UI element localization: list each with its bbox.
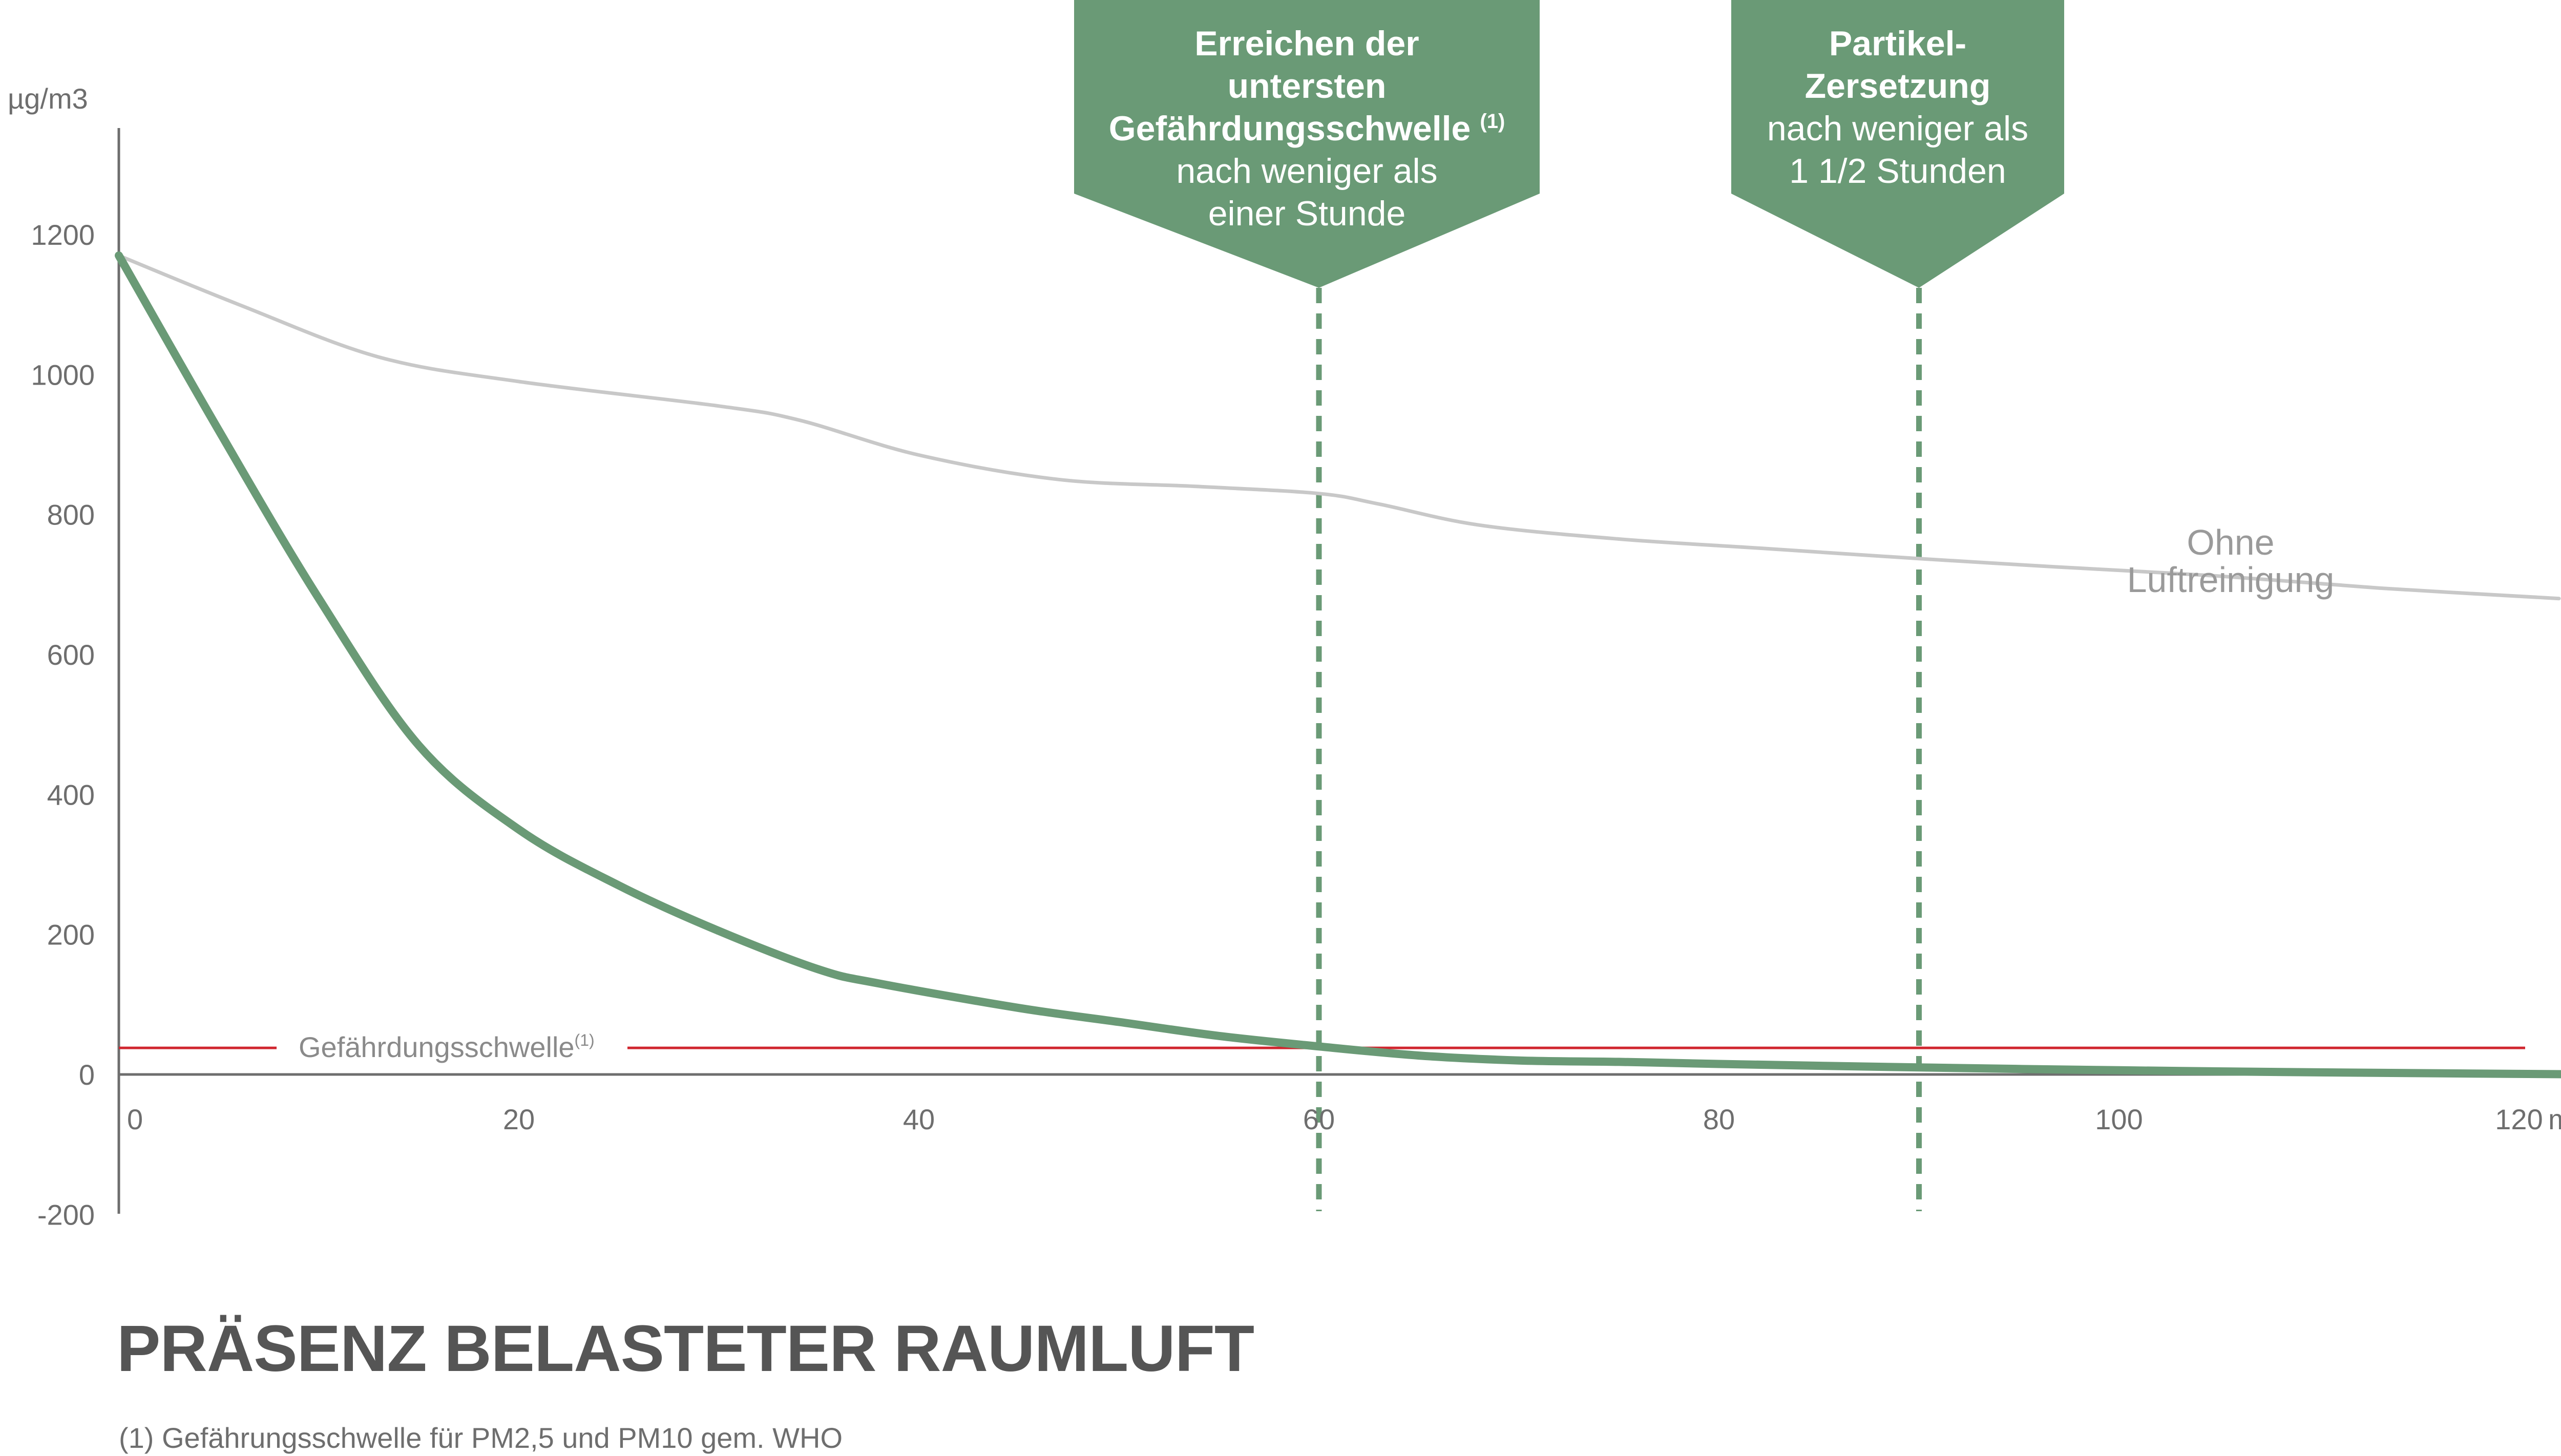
marker-callout-text: Partikel- <box>1829 24 1966 63</box>
marker-callout-text: untersten <box>1228 67 1387 105</box>
x-tick-label: 60 <box>1303 1103 1335 1135</box>
series-label-ohne-luftreinigung: Ohne <box>2187 522 2274 562</box>
x-tick-label: 20 <box>503 1103 535 1135</box>
threshold-label: Gefährdungsschwelle(1) <box>299 1031 595 1063</box>
y-tick-label: 800 <box>47 499 95 531</box>
x-tick-label: 0 <box>127 1103 143 1135</box>
threshold-group: Gefährdungsschwelle(1) <box>119 1031 2525 1063</box>
marker-callout-text: einer Stunde <box>1208 194 1406 233</box>
x-axis-unit-label: minuten <box>2548 1103 2561 1135</box>
y-tick-label: 400 <box>47 778 95 811</box>
x-tick-label: 100 <box>2095 1103 2143 1135</box>
marker-callout-box <box>1731 0 2064 288</box>
series-line-ohne-luftreinigung <box>117 254 2561 601</box>
marker-callout-text: Gefährdungsschwelle (1) <box>1109 109 1505 148</box>
marker-callouts: Erreichen der untersten Gefährdungsschwell… <box>1074 0 2064 1211</box>
y-axis-unit-label: µg/m3 <box>8 82 88 115</box>
series-group <box>115 251 2561 1079</box>
threshold-label-superscript: (1) <box>575 1031 595 1049</box>
marker-callout-text: nach weniger als <box>1767 109 2028 148</box>
series-line-mit-luftreinigung <box>115 251 2561 1079</box>
series-label-ohne-luftreinigung: Luftreinigung <box>2127 560 2335 600</box>
y-tick-label: -200 <box>37 1198 95 1231</box>
x-tick-label: 40 <box>903 1103 935 1135</box>
y-tick-label: 1200 <box>31 219 95 251</box>
marker-callout-box <box>1074 0 1540 288</box>
y-tick-label: 0 <box>79 1059 95 1091</box>
marker-callout-text: Zersetzung <box>1805 67 1991 105</box>
chart-axes: -200 0 200 400 600 800 1000 1200 0 20 40 60 80 100 120… <box>8 82 2561 1231</box>
marker-callout-text: 1 1/2 Stunden <box>1789 152 2006 191</box>
marker-callout-text: Erreichen der <box>1194 24 1419 63</box>
chart-footnote: (1) Gefährungsschwelle für PM2,5 und PM1… <box>119 1422 843 1454</box>
y-tick-label: 600 <box>47 639 95 671</box>
x-tick-label: 80 <box>1703 1103 1735 1135</box>
y-tick-label: 1000 <box>31 358 95 391</box>
marker-callout-text: nach weniger als <box>1176 152 1437 191</box>
y-tick-label: 200 <box>47 919 95 951</box>
chart-title: PRÄSENZ BELASTETER RAUMLUFT <box>117 1312 1254 1385</box>
marker-callout-superscript: (1) <box>1480 110 1505 133</box>
x-tick-label: 120 <box>2495 1103 2543 1135</box>
